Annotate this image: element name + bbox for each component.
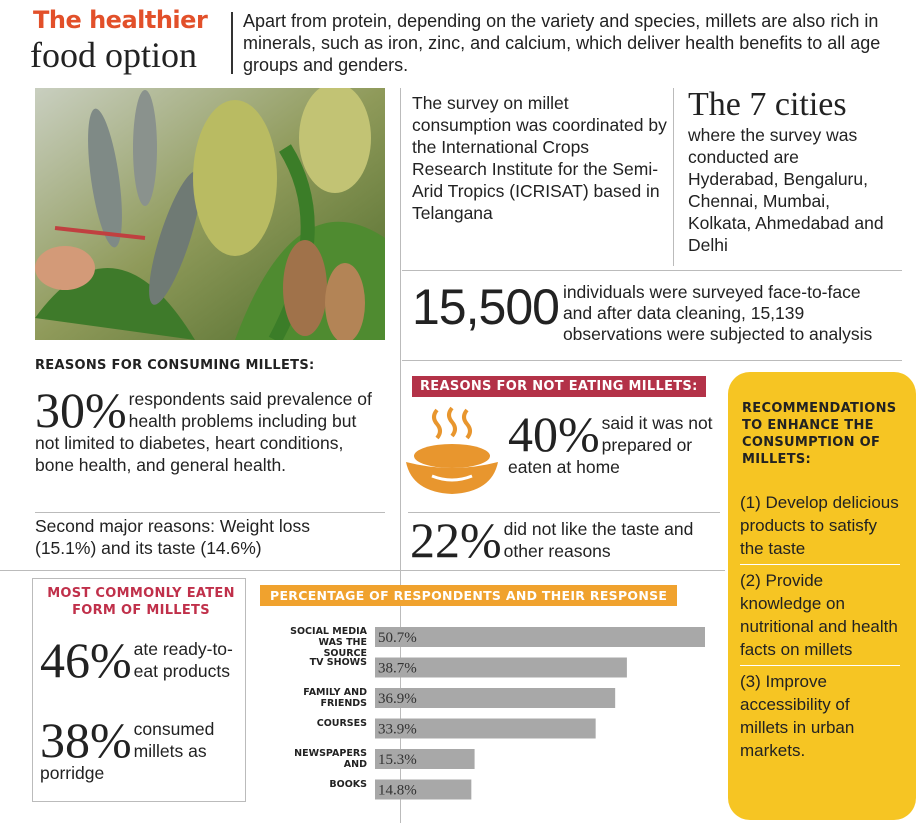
not-eating-text: said it was not prepared or eaten at hom… — [508, 413, 713, 477]
sample-text: individuals were surveyed face-to-face a… — [562, 282, 873, 344]
category-label: NEWSPAPERS AND — [294, 748, 367, 770]
divider — [408, 512, 720, 513]
divider — [35, 512, 385, 513]
common-form-stat: 46% — [40, 632, 132, 688]
millet-photo — [35, 88, 385, 340]
bars: 50.7% 38.7% 36.9% 33.9% 15.3% 14.8% — [375, 627, 705, 800]
common-form-stat: 38% — [40, 712, 132, 768]
recommendations-heading: RECOMMENDATIONS TO ENHANCE THE CONSUMPTI… — [742, 401, 897, 467]
value-label: 14.8% — [378, 783, 417, 799]
consuming-second: Second major reasons: Weight loss (15.1%… — [35, 516, 310, 558]
survey-text: The survey on millet consumption was coo… — [412, 93, 667, 223]
value-label: 33.9% — [378, 722, 417, 738]
divider — [231, 12, 233, 74]
divider — [673, 88, 674, 266]
recommendations-list: (1) Develop delicious products to satisf… — [740, 487, 900, 766]
consuming-stat: 30% — [35, 382, 127, 438]
recommendations-box — [728, 372, 916, 820]
recommendation: (1) Develop delicious products to satisf… — [740, 487, 900, 565]
bar — [375, 657, 627, 678]
common-form-text: ate ready-to-eat products — [133, 639, 233, 681]
not-eating-stat: 40% — [508, 406, 600, 462]
cities-title: The 7 cities — [688, 86, 847, 123]
title-line1: The healthier — [33, 6, 208, 34]
not-eating-text: did not like the taste and other reasons — [503, 519, 694, 561]
not-eating-item: 40% said it was not prepared or eaten at … — [508, 406, 718, 478]
category-label: SOCIAL MEDIA WAS THE SOURCE — [290, 626, 367, 659]
not-eating-item: 22% did not like the taste and other reas… — [410, 512, 720, 568]
category-label: TV SHOWS — [309, 656, 367, 668]
divider — [402, 270, 902, 271]
cities-text: where the survey was conducted are Hyder… — [688, 125, 884, 255]
consuming-heading: REASONS FOR CONSUMING MILLETS: — [35, 358, 315, 373]
divider — [0, 570, 725, 571]
not-eating-stat: 22% — [410, 512, 502, 568]
value-label: 15.3% — [378, 752, 417, 768]
bar-chart: PERCENTAGE OF RESPONDENTS AND THEIR RESP… — [260, 585, 715, 810]
consuming-text: respondents said prevalence of health pr… — [35, 389, 372, 475]
not-eating-heading: REASONS FOR NOT EATING MILLETS: — [412, 376, 706, 397]
bar — [375, 779, 472, 800]
recommendation: (3) Improve accessibility of millets in … — [740, 672, 855, 760]
chart-title: PERCENTAGE OF RESPONDENTS AND THEIR RESP… — [260, 585, 678, 606]
common-form-item: 46% ate ready-to-eat products — [40, 632, 240, 688]
category-label: FAMILY AND FRIENDS — [303, 687, 367, 709]
common-form-heading: MOST COMMONLY EATEN FORM OF MILLETS — [47, 586, 235, 618]
sample-block: 15,500 individuals were surveyed face-to-… — [412, 282, 892, 345]
bar — [375, 627, 705, 647]
common-form-item: 38% consumed millets as porridge — [40, 712, 240, 784]
common-form-box — [32, 578, 246, 802]
bar — [375, 718, 596, 739]
column-divider — [400, 88, 401, 823]
common-form-text: consumed millets as porridge — [40, 719, 215, 783]
sample-number: 15,500 — [412, 279, 560, 335]
bar — [375, 749, 475, 769]
category-label: COURSES — [316, 717, 367, 729]
consuming-block: 30% respondents said prevalence of health… — [35, 382, 385, 476]
recommendation: (2) Provide knowledge on nutritional and… — [740, 565, 900, 666]
value-label: 36.9% — [378, 691, 417, 707]
value-label: 38.7% — [378, 661, 417, 677]
category-label: BOOKS — [329, 778, 367, 790]
bowl-icon — [406, 406, 498, 494]
title-line2: food option — [30, 35, 197, 75]
bar — [375, 688, 616, 708]
intro: Apart from protein, depending on the var… — [243, 11, 881, 75]
divider — [402, 360, 902, 361]
value-label: 50.7% — [378, 630, 417, 646]
